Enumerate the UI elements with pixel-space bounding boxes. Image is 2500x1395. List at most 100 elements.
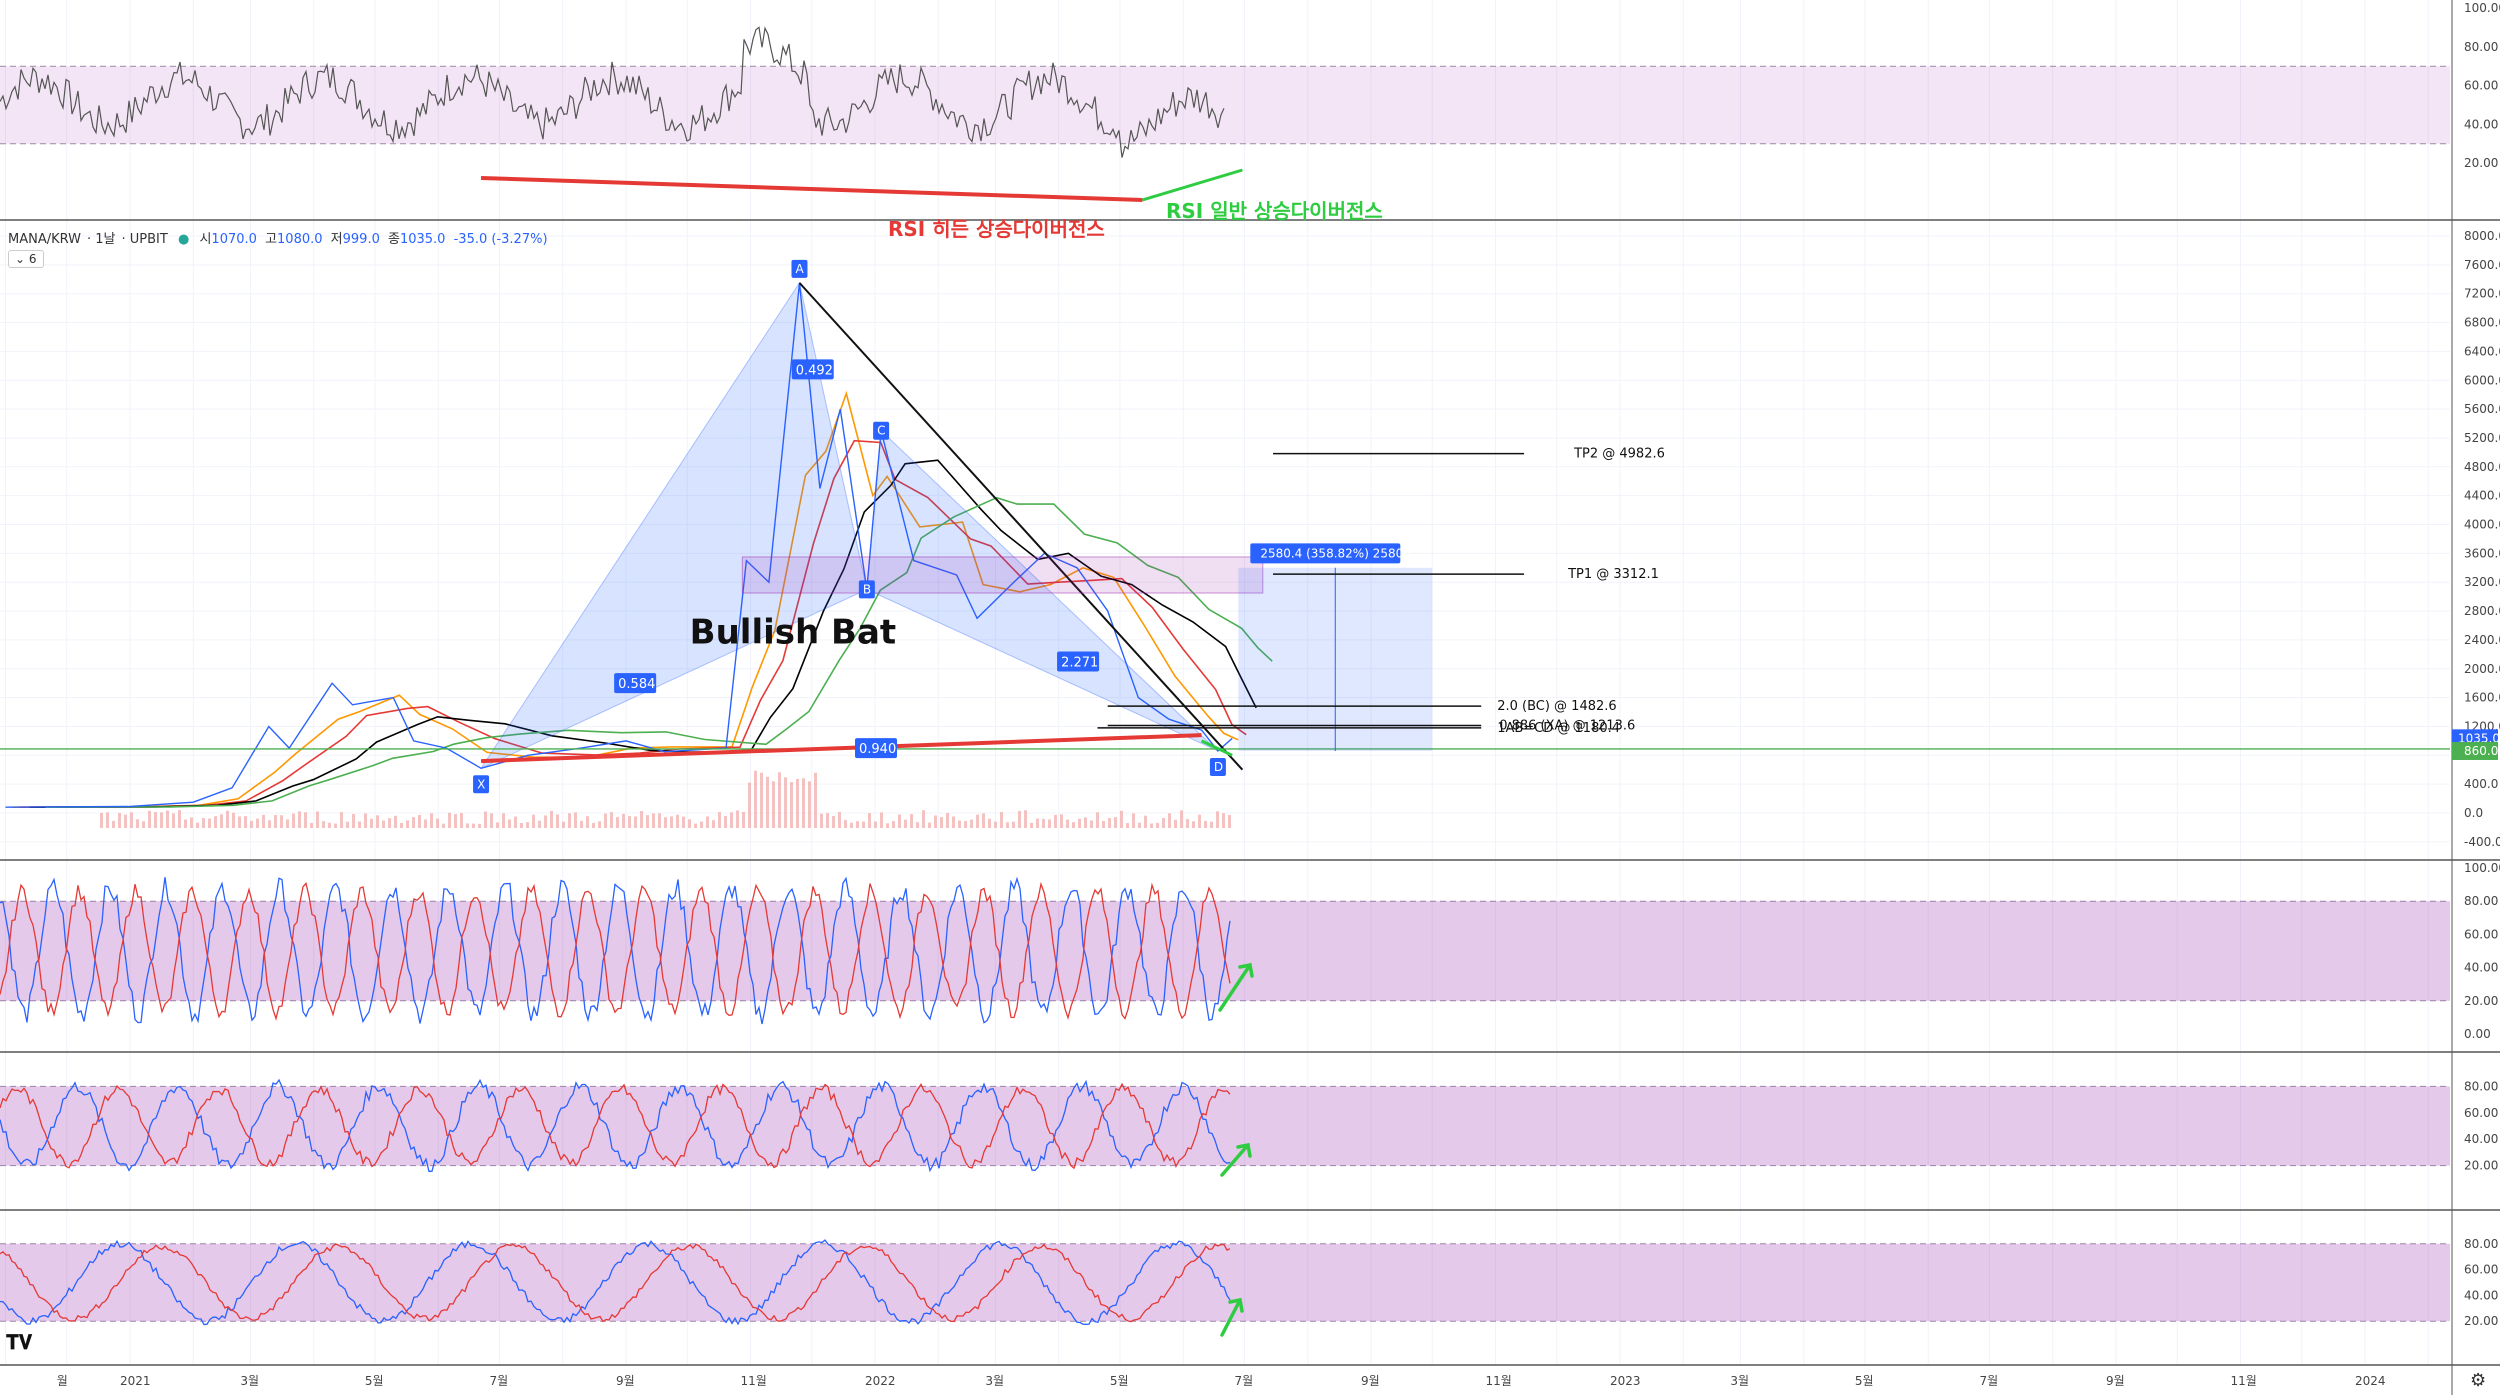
rsi-regular-divergence-line: [1141, 168, 1243, 202]
ratio-label: 2.271: [1061, 656, 1098, 671]
volume-bar: [820, 813, 823, 828]
stoch-band-fill-3: [0, 1243, 2450, 1322]
volume-bar: [874, 821, 877, 828]
volume-bar: [148, 810, 151, 828]
point-D-bg: [1209, 757, 1226, 776]
volume-bar: [184, 819, 187, 828]
stoch3-axis-tick: 60.00: [2464, 1263, 2498, 1277]
volume-bar: [1114, 817, 1117, 828]
time-axis-tick: 2024: [2355, 1374, 2386, 1388]
volume-bar: [646, 815, 649, 828]
volume-bar: [1096, 812, 1099, 828]
volume-bar: [670, 816, 673, 828]
volume-bar: [1192, 821, 1195, 828]
stoch3-axis-tick: 20.00: [2464, 1314, 2498, 1328]
stoch-band-fill-2: [0, 1086, 2450, 1166]
price-axis-tick: 3600.0: [2464, 546, 2500, 560]
time-axis-tick: 월: [57, 1374, 68, 1388]
indicator-count-badge[interactable]: ⌄ 6: [8, 250, 44, 268]
ma-line-medium: [19, 439, 1247, 808]
volume-bar: [496, 822, 499, 828]
volume-bar: [544, 815, 547, 828]
ratio-bg: [855, 738, 897, 759]
volume-bar: [124, 814, 127, 828]
volume-bar: [1030, 822, 1033, 828]
volume-bar: [808, 781, 811, 828]
volume-bar: [766, 776, 769, 828]
volume-bar: [436, 818, 439, 828]
volume-bar: [520, 823, 523, 828]
time-axis-tick: 3월: [1730, 1374, 1749, 1388]
volume-bar: [676, 814, 679, 828]
volume-bar: [1168, 813, 1171, 828]
volume-bar: [448, 812, 451, 828]
time-axis-tick: 5월: [1110, 1374, 1129, 1388]
time-axis-tick: 7월: [1979, 1374, 1998, 1388]
stoch3-k-line: [0, 1239, 1231, 1326]
time-axis-tick: 9월: [1361, 1374, 1380, 1388]
volume-bar: [208, 818, 211, 828]
stoch1-d-line: [0, 881, 1231, 1021]
volume-bar: [262, 814, 265, 828]
price-axis-tick: 2800.0: [2464, 604, 2500, 618]
volume-bar: [1000, 811, 1003, 828]
volume-bar: [1072, 822, 1075, 828]
stoch2-axis-tick: 40.00: [2464, 1132, 2498, 1146]
volume-bar: [634, 816, 637, 828]
volume-bar: [826, 813, 829, 828]
time-axis-tick: 3월: [240, 1374, 259, 1388]
volume-bar: [1006, 822, 1009, 828]
price-axis-tick: 400.0: [2464, 777, 2498, 791]
time-axis-tick: 2021: [120, 1374, 151, 1388]
price-axis-tick: 2400.0: [2464, 633, 2500, 647]
rsi-hidden-divergence-line: [481, 176, 1143, 202]
volume-bar: [1060, 814, 1063, 828]
volume-bar: [622, 813, 625, 828]
interval-label[interactable]: 1날: [95, 232, 116, 247]
rsi-axis-tick: 20.00: [2464, 156, 2498, 170]
volume-bar: [550, 810, 553, 828]
volume-bar: [292, 813, 295, 828]
volume-bar: [1132, 813, 1135, 828]
volume-bar: [1138, 822, 1141, 828]
gear-icon[interactable]: ⚙: [2470, 1370, 2487, 1391]
volume-bar: [604, 813, 607, 828]
volume-bar: [784, 777, 787, 828]
volume-bar: [316, 811, 319, 828]
time-axis-tick: 11월: [1485, 1374, 1511, 1388]
volume-bar: [724, 815, 727, 828]
volume-bar: [1204, 820, 1207, 828]
stoch1-axis-tick: 60.00: [2464, 927, 2498, 941]
volume-bar: [226, 810, 229, 828]
volume-bar: [298, 811, 301, 828]
price-axis-tick: 4000.0: [2464, 518, 2500, 532]
price-axis-tick: 4800.0: [2464, 460, 2500, 474]
volume-bar: [532, 814, 535, 828]
volume-bar: [778, 772, 781, 828]
volume-bar: [1048, 819, 1051, 828]
volume-bar: [364, 813, 367, 828]
xa-retr-level-label: 0.886 (XA) @ 1213.6: [1499, 718, 1635, 733]
price-axis-tick: 0.0: [2464, 806, 2483, 820]
volume-bar: [598, 821, 601, 828]
volume-bar: [172, 813, 175, 828]
volume-bar: [952, 816, 955, 828]
stoch2-k-line: [0, 1078, 1231, 1173]
volume-bar: [256, 818, 259, 828]
price-line: [5, 282, 1233, 808]
volume-bar: [568, 813, 571, 828]
point-C-bg: [873, 421, 890, 440]
volume-bar: [334, 823, 337, 828]
volume-bar: [1210, 821, 1213, 828]
volume-bar: [898, 814, 901, 828]
volume-bar: [994, 821, 997, 828]
volume-bar: [1144, 815, 1147, 828]
symbol-name[interactable]: MANA/KRW: [8, 232, 81, 247]
rsi-axis-tick: 100.00: [2464, 1, 2500, 15]
volume-bar: [934, 815, 937, 828]
volume-bar: [130, 812, 133, 828]
volume-bar: [1066, 819, 1069, 828]
volume-bar: [616, 817, 619, 828]
volume-bar: [706, 816, 709, 828]
